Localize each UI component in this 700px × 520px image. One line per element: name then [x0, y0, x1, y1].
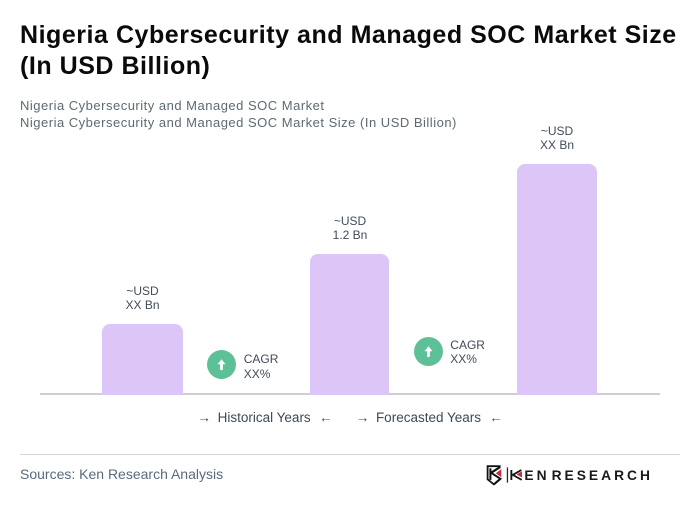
- svg-text:ENRESEARCH: EN RESEARCH: [524, 468, 653, 483]
